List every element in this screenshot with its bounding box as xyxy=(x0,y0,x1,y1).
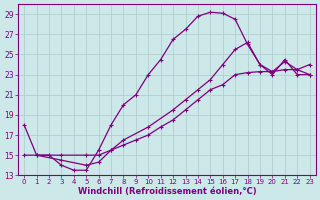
X-axis label: Windchill (Refroidissement éolien,°C): Windchill (Refroidissement éolien,°C) xyxy=(77,187,256,196)
